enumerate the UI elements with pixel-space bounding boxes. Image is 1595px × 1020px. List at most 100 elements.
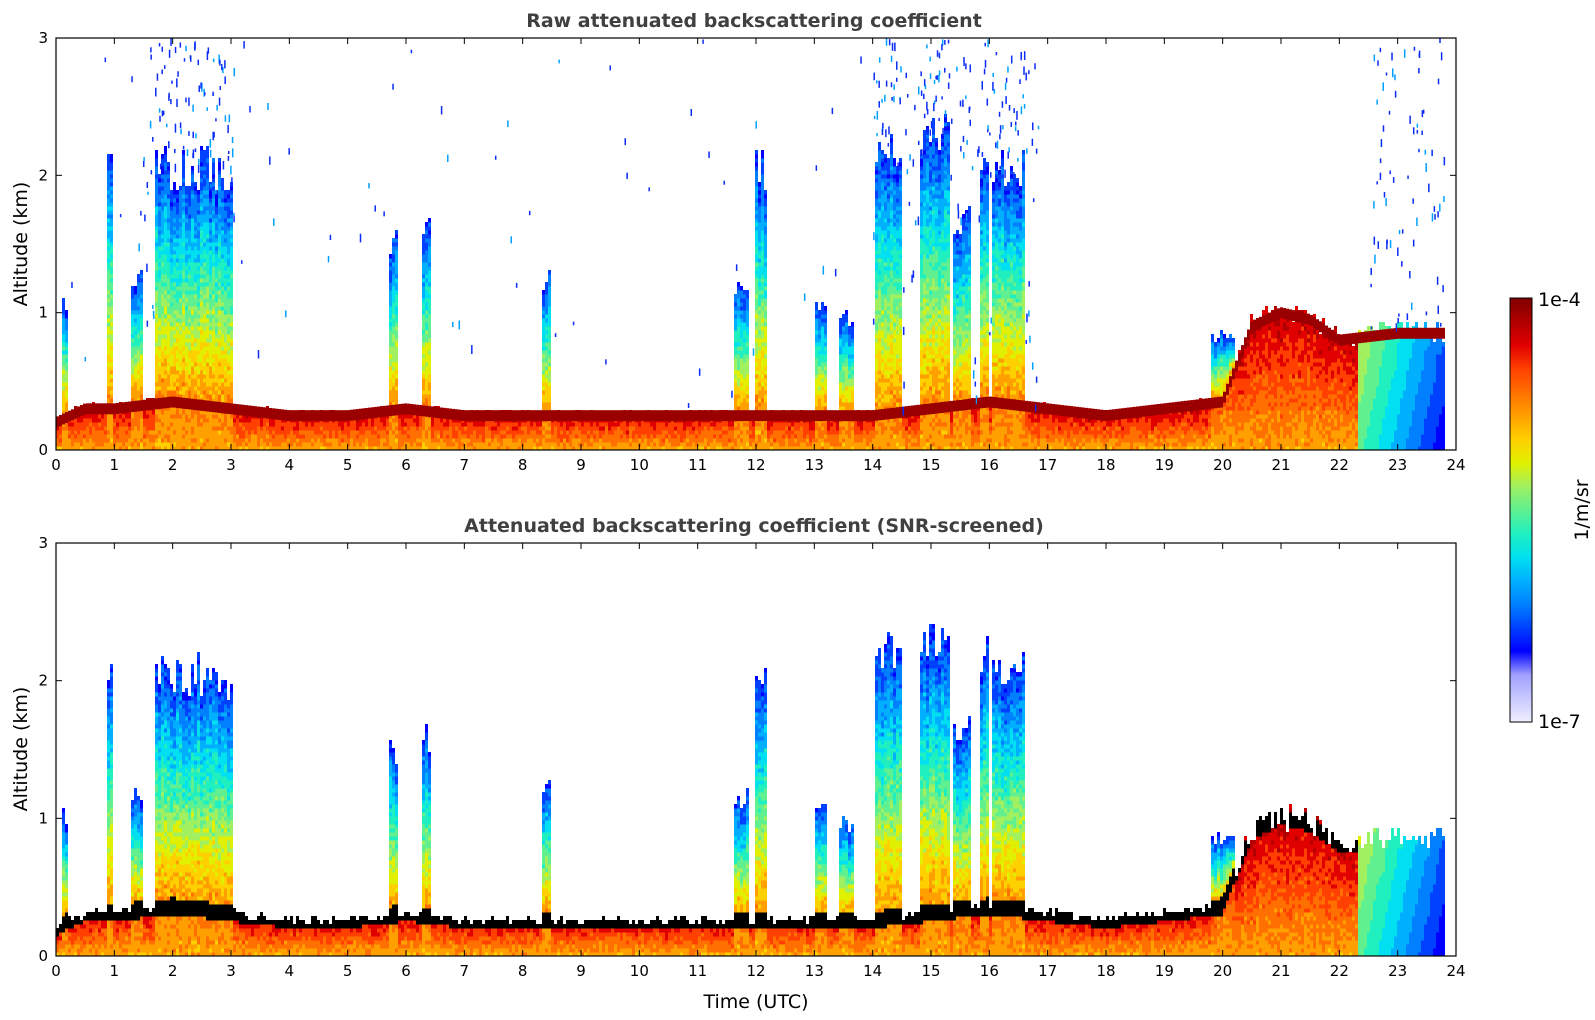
backscatter-cell: [392, 322, 395, 327]
backscatter-cell: [530, 438, 533, 443]
backscatter-cell: [395, 362, 398, 367]
noise-speckle: [234, 68, 236, 77]
backscatter-cell: [176, 378, 179, 383]
backscatter-cell: [587, 442, 590, 447]
noise-speckle: [147, 192, 149, 195]
backscatter-cell: [188, 350, 191, 355]
backscatter-cell: [416, 434, 419, 439]
backscatter-cell: [185, 298, 188, 303]
noise-speckle: [187, 149, 189, 156]
layer-top-cell: [407, 404, 410, 415]
backscatter-cell: [155, 222, 158, 227]
backscatter-cell: [548, 294, 551, 299]
backscatter-cell: [392, 362, 395, 367]
backscatter-cell: [140, 334, 143, 339]
noise-speckle: [231, 177, 233, 185]
backscatter-cell: [740, 286, 743, 291]
backscatter-cell: [140, 270, 143, 275]
backscatter-cell: [221, 286, 224, 291]
backscatter-cell: [647, 434, 650, 439]
backscatter-cell: [170, 226, 173, 231]
layer-top-cell: [431, 406, 434, 417]
backscatter-cell: [185, 326, 188, 331]
backscatter-cell: [188, 438, 191, 443]
backscatter-cell: [176, 206, 179, 211]
backscatter-cell: [212, 182, 215, 187]
backscatter-cell: [179, 234, 182, 239]
backscatter-cell: [191, 278, 194, 283]
backscatter-cell: [425, 354, 428, 359]
backscatter-cell: [596, 426, 599, 431]
backscatter-cell: [125, 430, 128, 435]
backscatter-cell: [734, 426, 737, 431]
backscatter-cell: [233, 434, 236, 439]
backscatter-cell: [629, 438, 632, 443]
backscatter-cell: [521, 430, 524, 435]
noise-speckle: [177, 71, 179, 77]
backscatter-cell: [167, 322, 170, 327]
layer-top-cell: [218, 402, 221, 413]
backscatter-cell: [407, 442, 410, 447]
backscatter-cell: [194, 246, 197, 251]
backscatter-cell: [671, 426, 674, 431]
backscatter-cell: [221, 218, 224, 223]
backscatter-cell: [737, 346, 740, 351]
backscatter-cell: [140, 346, 143, 351]
backscatter-cell: [161, 366, 164, 371]
backscatter-cell: [209, 194, 212, 199]
noise-speckle: [688, 403, 690, 408]
layer-top-cell: [92, 403, 95, 414]
backscatter-cell: [290, 442, 293, 447]
backscatter-cell: [209, 282, 212, 287]
backscatter-cell: [734, 326, 737, 331]
backscatter-cell: [455, 442, 458, 447]
backscatter-cell: [140, 338, 143, 343]
backscatter-cell: [389, 398, 392, 403]
backscatter-cell: [734, 342, 737, 347]
backscatter-cell: [407, 422, 410, 427]
backscatter-cell: [389, 342, 392, 347]
backscatter-cell: [176, 342, 179, 347]
backscatter-cell: [425, 274, 428, 279]
backscatter-cell: [275, 426, 278, 431]
backscatter-cell: [173, 210, 176, 215]
backscatter-cell: [62, 370, 65, 375]
backscatter-cell: [392, 334, 395, 339]
backscatter-cell: [182, 182, 185, 187]
backscatter-cell: [167, 430, 170, 435]
backscatter-cell: [737, 382, 740, 387]
backscatter-cell: [206, 258, 209, 263]
backscatter-cell: [389, 318, 392, 323]
backscatter-cell: [401, 426, 404, 431]
backscatter-cell: [218, 278, 221, 283]
noise-speckle: [495, 156, 497, 160]
layer-top-cell: [158, 398, 161, 409]
backscatter-cell: [179, 358, 182, 363]
backscatter-cell: [488, 422, 491, 427]
backscatter-cell: [173, 198, 176, 203]
backscatter-cell: [359, 430, 362, 435]
backscatter-cell: [197, 414, 200, 419]
backscatter-cell: [182, 226, 185, 231]
backscatter-cell: [185, 342, 188, 347]
backscatter-cell: [176, 370, 179, 375]
layer-top-cell: [626, 410, 629, 421]
backscatter-cell: [521, 426, 524, 431]
backscatter-cell: [335, 434, 338, 439]
backscatter-cell: [188, 226, 191, 231]
backscatter-cell: [83, 414, 86, 419]
backscatter-cell: [389, 442, 392, 447]
backscatter-cell: [245, 422, 248, 427]
backscatter-cell: [215, 370, 218, 375]
backscatter-cell: [218, 286, 221, 291]
backscatter-cell: [128, 414, 131, 419]
backscatter-cell: [173, 242, 176, 247]
backscatter-cell: [263, 430, 266, 435]
backscatter-cell: [542, 358, 545, 363]
backscatter-cell: [425, 262, 428, 267]
backscatter-cell: [170, 270, 173, 275]
layer-top-cell: [128, 402, 131, 413]
backscatter-cell: [167, 298, 170, 303]
layer-top-cell: [713, 410, 716, 421]
backscatter-cell: [182, 418, 185, 423]
